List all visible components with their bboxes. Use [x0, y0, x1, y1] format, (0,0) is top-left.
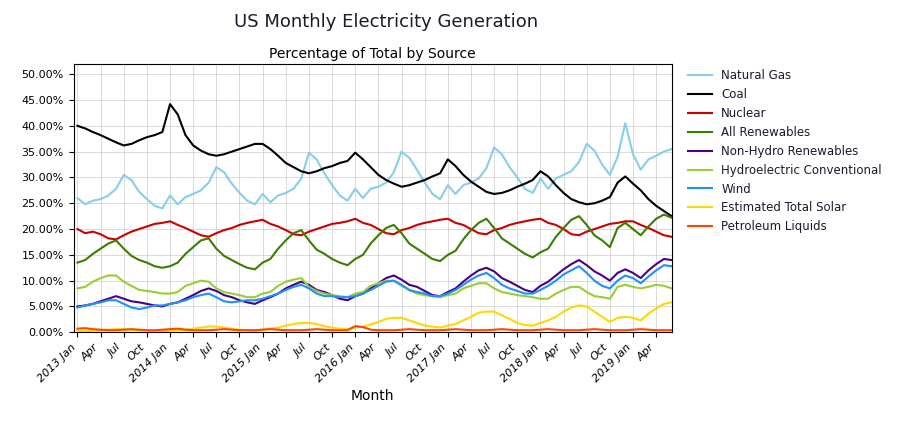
Hydroelectric Conventional: [180, 283, 191, 288]
Title: Percentage of Total by Source: Percentage of Total by Source: [269, 47, 475, 61]
Line: Natural Gas: Natural Gas: [77, 123, 671, 208]
Nuclear: [272, 224, 283, 229]
All Renewables: [272, 246, 283, 251]
Natural Gas: [156, 206, 167, 211]
Wind: [658, 262, 669, 268]
Hydroelectric Conventional: [272, 283, 283, 288]
Wind: [504, 286, 515, 291]
Wind: [380, 279, 391, 284]
All Renewables: [504, 241, 515, 246]
Wind: [72, 305, 83, 310]
Coal: [665, 213, 676, 219]
Wind: [180, 298, 191, 303]
All Renewables: [658, 212, 669, 217]
Natural Gas: [72, 196, 83, 201]
Wind: [272, 291, 283, 296]
Coal: [72, 123, 83, 128]
Estimated Total Solar: [72, 329, 83, 334]
Non-Hydro Renewables: [665, 257, 676, 262]
Nuclear: [665, 234, 676, 239]
Non-Hydro Renewables: [72, 304, 83, 309]
Nuclear: [334, 220, 345, 225]
Line: Petroleum Liquids: Petroleum Liquids: [77, 326, 671, 330]
Petroleum Liquids: [119, 327, 130, 332]
Petroleum Liquids: [334, 328, 345, 333]
Line: Wind: Wind: [77, 265, 671, 309]
Natural Gas: [665, 147, 676, 152]
Petroleum Liquids: [272, 327, 283, 332]
Nuclear: [511, 220, 522, 225]
Non-Hydro Renewables: [495, 276, 506, 281]
Hydroelectric Conventional: [103, 273, 114, 278]
Estimated Total Solar: [326, 325, 337, 330]
Petroleum Liquids: [349, 323, 360, 328]
Coal: [380, 178, 391, 183]
Nuclear: [180, 225, 191, 230]
Non-Hydro Renewables: [172, 300, 183, 305]
Hydroelectric Conventional: [334, 294, 345, 299]
Petroleum Liquids: [388, 328, 399, 333]
Coal: [334, 161, 345, 166]
Hydroelectric Conventional: [504, 291, 515, 296]
Non-Hydro Renewables: [265, 295, 276, 300]
Hydroelectric Conventional: [534, 296, 545, 301]
All Renewables: [380, 225, 391, 230]
Nuclear: [388, 232, 399, 237]
Non-Hydro Renewables: [326, 293, 337, 298]
Line: Non-Hydro Renewables: Non-Hydro Renewables: [77, 259, 671, 306]
Estimated Total Solar: [665, 300, 676, 305]
Natural Gas: [272, 193, 283, 198]
Petroleum Liquids: [180, 327, 191, 332]
Coal: [504, 188, 515, 193]
Natural Gas: [180, 195, 191, 200]
All Renewables: [172, 260, 183, 265]
Non-Hydro Renewables: [658, 256, 669, 262]
Non-Hydro Renewables: [372, 281, 383, 286]
Coal: [180, 132, 191, 138]
Wind: [110, 298, 121, 303]
Natural Gas: [380, 180, 391, 185]
Natural Gas: [334, 193, 345, 198]
Coal: [165, 102, 176, 107]
Line: All Renewables: All Renewables: [77, 215, 671, 269]
Hydroelectric Conventional: [119, 279, 130, 284]
Natural Gas: [504, 164, 515, 170]
Nuclear: [119, 233, 130, 238]
Natural Gas: [110, 186, 121, 191]
Estimated Total Solar: [172, 328, 183, 333]
Line: Nuclear: Nuclear: [77, 219, 671, 239]
Line: Coal: Coal: [77, 104, 671, 216]
All Renewables: [249, 267, 260, 272]
Wind: [133, 306, 144, 311]
Natural Gas: [619, 121, 630, 126]
Petroleum Liquids: [665, 328, 676, 333]
All Renewables: [110, 238, 121, 243]
Estimated Total Solar: [495, 313, 506, 318]
Line: Estimated Total Solar: Estimated Total Solar: [77, 302, 671, 331]
All Renewables: [665, 215, 676, 220]
Non-Hydro Renewables: [110, 294, 121, 299]
All Renewables: [72, 260, 83, 265]
Petroleum Liquids: [511, 328, 522, 333]
Hydroelectric Conventional: [665, 286, 676, 291]
Nuclear: [110, 237, 121, 242]
Coal: [110, 140, 121, 145]
Line: Hydroelectric Conventional: Hydroelectric Conventional: [77, 276, 671, 299]
Coal: [272, 153, 283, 158]
Legend: Natural Gas, Coal, Nuclear, All Renewables, Non-Hydro Renewables, Hydroelectric : Natural Gas, Coal, Nuclear, All Renewabl…: [683, 64, 886, 238]
X-axis label: Month: Month: [350, 389, 394, 403]
Nuclear: [349, 216, 360, 221]
Wind: [665, 264, 676, 269]
Hydroelectric Conventional: [72, 286, 83, 291]
Hydroelectric Conventional: [380, 278, 391, 283]
Nuclear: [72, 227, 83, 232]
All Renewables: [334, 260, 345, 265]
Text: US Monthly Electricity Generation: US Monthly Electricity Generation: [234, 13, 538, 31]
Petroleum Liquids: [72, 326, 83, 331]
Wind: [334, 295, 345, 300]
Estimated Total Solar: [265, 326, 276, 331]
Petroleum Liquids: [103, 328, 114, 333]
Estimated Total Solar: [110, 327, 121, 332]
Estimated Total Solar: [372, 320, 383, 325]
